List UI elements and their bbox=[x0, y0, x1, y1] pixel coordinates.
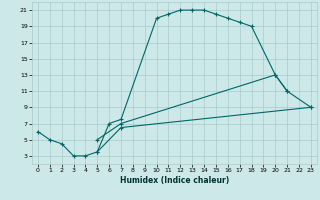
X-axis label: Humidex (Indice chaleur): Humidex (Indice chaleur) bbox=[120, 176, 229, 185]
